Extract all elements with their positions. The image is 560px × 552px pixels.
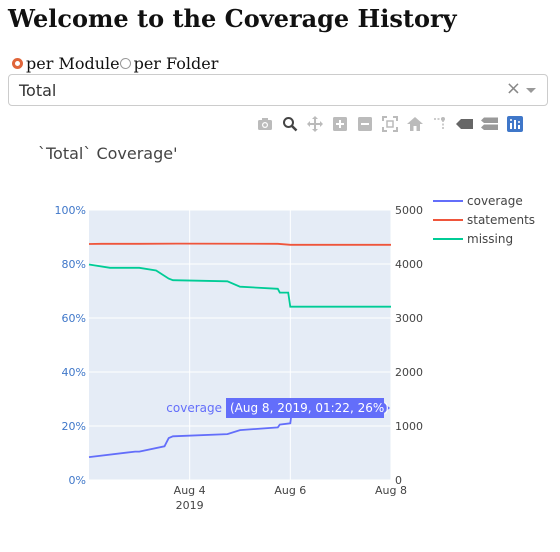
y-left-tick-label: 40%: [62, 366, 86, 379]
radio-per-module-label: per Module: [26, 54, 120, 73]
legend-label-coverage: coverage: [467, 194, 523, 208]
hover-tooltip-text: (Aug 8, 2019, 01:22, 26%): [230, 401, 389, 415]
plotly-logo-icon[interactable]: [502, 114, 527, 134]
chevron-down-icon[interactable]: [526, 88, 536, 93]
hover-closest-icon[interactable]: [452, 114, 477, 134]
x-tick-label: Aug 8: [375, 484, 407, 497]
zoom-icon[interactable]: [277, 114, 302, 134]
x-year-label: 2019: [176, 499, 204, 512]
y-left-tick-label: 60%: [62, 312, 86, 325]
x-tick-label: Aug 4: [174, 484, 206, 497]
radio-per-module[interactable]: per Module: [12, 54, 120, 73]
series-line-coverage: [88, 417, 292, 458]
camera-icon[interactable]: [252, 114, 277, 134]
y-left-tick-label: 0%: [69, 474, 86, 487]
y-left-tick-label: 100%: [55, 204, 86, 217]
hover-compare-icon[interactable]: [477, 114, 502, 134]
autoscale-icon[interactable]: [377, 114, 402, 134]
y-right-tick-label: 0: [395, 474, 402, 487]
y-right-tick-label: 1000: [395, 420, 423, 433]
series-line-statements: [88, 242, 391, 246]
hover-series-label: coverage: [166, 401, 222, 415]
y-right-tick-label: 3000: [395, 312, 423, 325]
pan-icon[interactable]: [302, 114, 327, 134]
scope-dropdown[interactable]: Total ×: [8, 74, 548, 106]
y-right-tick-label: 5000: [395, 204, 423, 217]
radio-checked-icon[interactable]: [12, 58, 23, 69]
page-title: Welcome to the Coverage History: [8, 4, 457, 33]
radio-per-folder[interactable]: per Folder: [119, 54, 219, 73]
legend-label-missing: missing: [467, 232, 513, 246]
mode-radio-group: per Module per Folder: [12, 54, 218, 73]
chart-title: `Total` Coverage': [38, 144, 178, 163]
y-left-tick-label: 20%: [62, 420, 86, 433]
hover-tooltip-pointer: [384, 403, 390, 413]
zoom-in-icon[interactable]: [327, 114, 352, 134]
hover-tooltip-box: [226, 398, 384, 418]
y-right-tick-label: 2000: [395, 366, 423, 379]
close-icon[interactable]: ×: [505, 78, 521, 99]
x-tick-label: Aug 6: [274, 484, 306, 497]
reset-axes-icon[interactable]: [402, 114, 427, 134]
legend-label-statements: statements: [467, 213, 535, 227]
spike-lines-icon[interactable]: [427, 114, 452, 134]
coverage-chart[interactable]: `Total` Coverage' 0% 20% 40% 60% 80% 100% 0 1000…: [0, 130, 560, 552]
radio-per-folder-label: per Folder: [133, 54, 219, 73]
plot-area: [89, 210, 391, 480]
y-right-tick-label: 4000: [395, 258, 423, 271]
y-left-tick-label: 80%: [62, 258, 86, 271]
dropdown-value: Total: [19, 81, 57, 100]
zoom-out-icon[interactable]: [352, 114, 377, 134]
plot-modebar: [252, 114, 527, 134]
series-line-missing: [88, 263, 391, 308]
radio-unchecked-icon[interactable]: [119, 58, 131, 69]
